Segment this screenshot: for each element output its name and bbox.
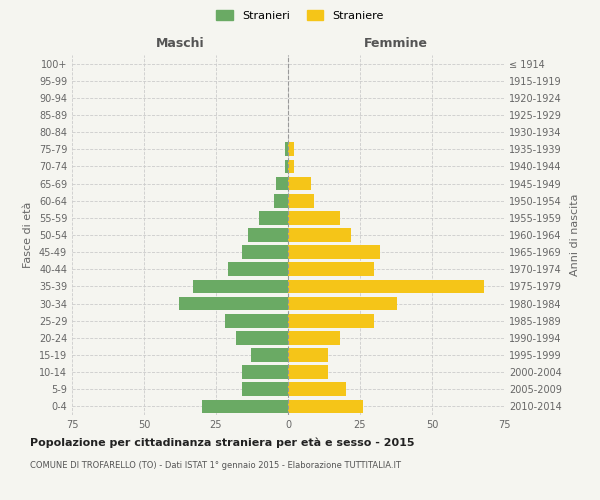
Bar [259,211,288,224]
Bar [288,280,484,293]
Bar [288,176,311,190]
Bar [288,194,314,207]
Text: Popolazione per cittadinanza straniera per età e sesso - 2015: Popolazione per cittadinanza straniera p… [30,437,415,448]
Bar [288,331,340,344]
Bar [288,366,328,379]
Text: COMUNE DI TROFARELLO (TO) - Dati ISTAT 1° gennaio 2015 - Elaborazione TUTTITALIA: COMUNE DI TROFARELLO (TO) - Dati ISTAT 1… [30,461,401,470]
Bar [288,262,374,276]
Bar [288,400,363,413]
Bar [202,400,288,413]
Bar [288,211,340,224]
Text: Maschi: Maschi [155,37,205,50]
Bar [288,142,294,156]
Text: Femmine: Femmine [364,37,428,50]
Bar [288,382,346,396]
Bar [288,246,380,259]
Bar [248,228,288,242]
Bar [274,194,288,207]
Y-axis label: Anni di nascita: Anni di nascita [570,194,580,276]
Bar [288,228,352,242]
Bar [288,160,294,173]
Bar [193,280,288,293]
Legend: Stranieri, Straniere: Stranieri, Straniere [212,6,388,25]
Bar [179,296,288,310]
Bar [288,314,374,328]
Bar [242,382,288,396]
Bar [285,142,288,156]
Y-axis label: Fasce di età: Fasce di età [23,202,33,268]
Bar [242,246,288,259]
Bar [288,348,328,362]
Bar [224,314,288,328]
Bar [242,366,288,379]
Bar [236,331,288,344]
Bar [285,160,288,173]
Bar [227,262,288,276]
Bar [251,348,288,362]
Bar [277,176,288,190]
Bar [288,296,397,310]
